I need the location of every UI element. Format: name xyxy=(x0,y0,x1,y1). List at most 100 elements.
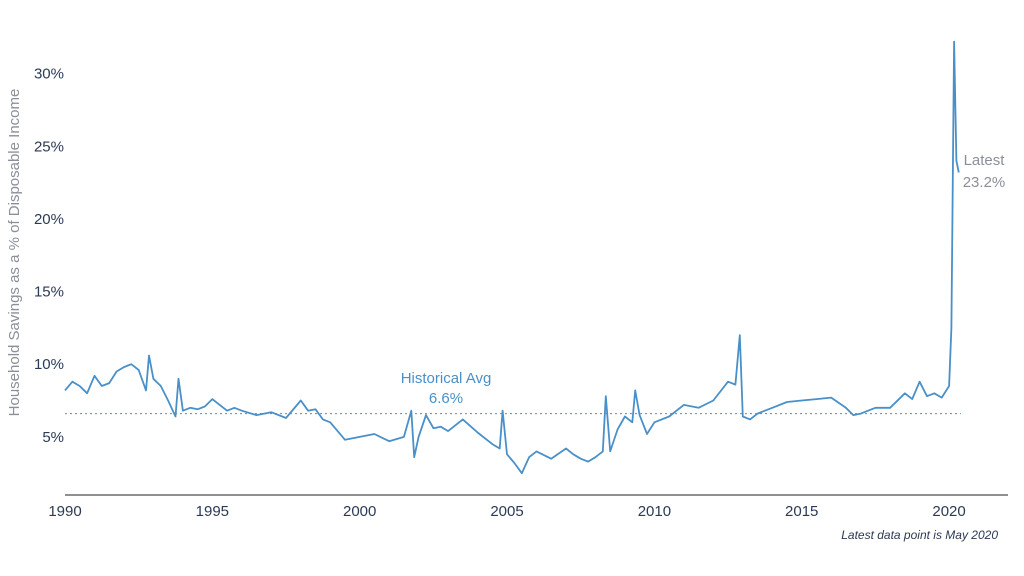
data-point xyxy=(502,410,504,412)
data-point xyxy=(71,381,73,383)
x-tick-label: 1990 xyxy=(48,503,81,520)
data-point xyxy=(634,389,636,391)
data-point xyxy=(845,407,847,409)
data-point xyxy=(653,421,655,423)
data-point xyxy=(182,410,184,412)
y-tick-label: 15% xyxy=(34,284,64,301)
data-point xyxy=(602,450,604,452)
data-point xyxy=(605,395,607,397)
data-point xyxy=(300,400,302,402)
latest-value: 23.2% xyxy=(963,174,1006,191)
data-point xyxy=(413,456,415,458)
data-point xyxy=(116,371,118,373)
data-point xyxy=(373,433,375,435)
x-tick-label: 2005 xyxy=(490,503,523,520)
data-point xyxy=(256,414,258,416)
data-point xyxy=(410,410,412,412)
data-point xyxy=(587,461,589,463)
latest-label: Latest xyxy=(964,152,1006,169)
x-tick-label: 2015 xyxy=(785,503,818,520)
x-tick-label: 2010 xyxy=(638,503,671,520)
data-point xyxy=(189,407,191,409)
data-point xyxy=(94,375,96,377)
data-point xyxy=(425,414,427,416)
data-point xyxy=(64,389,66,391)
data-point xyxy=(609,450,611,452)
data-point xyxy=(830,397,832,399)
data-point xyxy=(226,410,228,412)
data-point xyxy=(521,472,523,474)
data-point xyxy=(322,418,324,420)
data-point xyxy=(359,436,361,438)
data-point xyxy=(572,453,574,455)
historical-avg-value: 6.6% xyxy=(429,390,463,407)
data-point xyxy=(204,405,206,407)
data-point xyxy=(727,381,729,383)
data-point xyxy=(403,436,405,438)
x-tick-label: 2000 xyxy=(343,503,376,520)
data-point xyxy=(550,458,552,460)
data-point xyxy=(565,448,567,450)
data-point xyxy=(513,462,515,464)
data-point xyxy=(904,392,906,394)
data-point xyxy=(734,384,736,386)
data-point xyxy=(536,450,538,452)
data-point xyxy=(933,392,935,394)
data-point xyxy=(958,171,960,173)
data-point xyxy=(499,448,501,450)
footnote: Latest data point is May 2020 xyxy=(841,528,998,542)
data-point xyxy=(594,456,596,458)
data-point xyxy=(447,430,449,432)
y-tick-label: 25% xyxy=(34,138,64,155)
data-point xyxy=(197,408,199,410)
data-point xyxy=(477,432,479,434)
data-point xyxy=(123,366,125,368)
data-point xyxy=(668,416,670,418)
data-point xyxy=(955,160,957,162)
data-point xyxy=(860,413,862,415)
data-point xyxy=(270,411,272,413)
historical-avg-label: Historical Avg xyxy=(401,370,492,387)
data-point xyxy=(786,401,788,403)
y-tick-label: 30% xyxy=(34,66,64,83)
data-point xyxy=(698,407,700,409)
data-point xyxy=(79,385,81,387)
data-point xyxy=(506,453,508,455)
data-point xyxy=(219,404,221,406)
data-point xyxy=(130,363,132,365)
x-axis-ticks: 1990 1995 2000 2005 2010 2015 2020 xyxy=(48,503,965,520)
data-point xyxy=(285,417,287,419)
data-points xyxy=(64,41,960,475)
data-point xyxy=(440,426,442,428)
data-point xyxy=(801,400,803,402)
data-point xyxy=(948,385,950,387)
data-point xyxy=(344,439,346,441)
data-point xyxy=(624,416,626,418)
data-point xyxy=(211,398,213,400)
data-point xyxy=(816,398,818,400)
data-point xyxy=(617,429,619,431)
data-point xyxy=(315,408,317,410)
data-point xyxy=(329,421,331,423)
data-point xyxy=(757,413,759,415)
data-point xyxy=(86,392,88,394)
y-tick-label: 10% xyxy=(34,356,64,373)
y-tick-label: 20% xyxy=(34,211,64,228)
y-tick-label: 5% xyxy=(42,429,64,446)
data-point xyxy=(138,369,140,371)
data-point xyxy=(233,407,235,409)
data-point xyxy=(712,400,714,402)
data-point xyxy=(307,410,309,412)
data-point xyxy=(101,385,103,387)
data-point xyxy=(941,397,943,399)
x-tick-label: 1995 xyxy=(196,503,229,520)
data-point xyxy=(889,407,891,409)
data-point xyxy=(950,327,952,329)
data-point xyxy=(646,433,648,435)
data-point xyxy=(874,407,876,409)
data-point xyxy=(388,440,390,442)
data-point xyxy=(739,334,741,336)
data-point xyxy=(742,416,744,418)
data-point xyxy=(145,389,147,391)
